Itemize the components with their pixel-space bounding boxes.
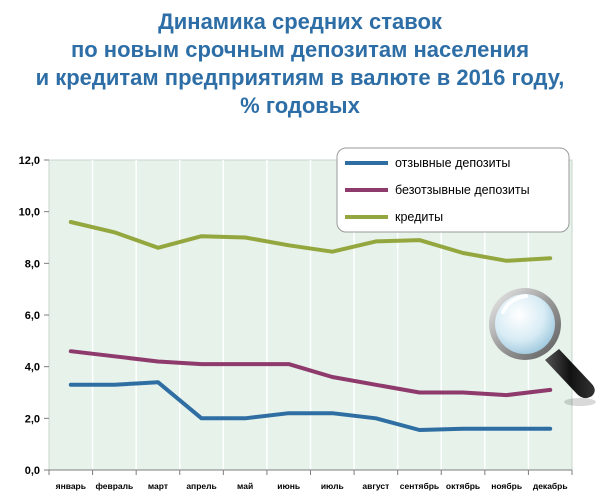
x-tick-label: май bbox=[237, 481, 253, 491]
x-tick-label: июнь bbox=[277, 481, 300, 491]
chart-title: Динамика средних ставок по новым срочным… bbox=[0, 8, 600, 120]
x-tick-label: сентябрь bbox=[400, 481, 439, 491]
y-tick-label: 0,0 bbox=[25, 465, 40, 477]
legend-label: безотзывные депозиты bbox=[395, 183, 530, 197]
y-tick-label: 12,0 bbox=[19, 155, 40, 167]
y-tick-label: 6,0 bbox=[25, 310, 40, 322]
series-line-3 bbox=[68, 220, 553, 263]
y-tick-label: 4,0 bbox=[25, 362, 40, 374]
x-tick-label: март bbox=[148, 481, 168, 491]
x-tick-label: февраль bbox=[95, 481, 133, 491]
x-tick-label: январь bbox=[56, 481, 86, 491]
legend-box bbox=[336, 147, 570, 233]
x-tick-label: октябрь bbox=[446, 481, 480, 491]
y-tick-label: 2,0 bbox=[25, 413, 40, 425]
legend-label: отзывные депозиты bbox=[395, 156, 510, 170]
x-tick-label: ноябрь bbox=[491, 481, 522, 491]
series-line-2 bbox=[68, 349, 553, 398]
title-line: % годовых bbox=[240, 93, 360, 118]
title-line: Динамика средних ставок bbox=[158, 9, 442, 34]
x-tick-label: август bbox=[362, 481, 389, 491]
legend-label: кредиты bbox=[395, 210, 443, 224]
x-tick-label: декабрь bbox=[533, 481, 568, 491]
y-tick-label: 8,0 bbox=[25, 258, 40, 270]
x-tick-label: апрель bbox=[186, 481, 216, 491]
series-line-1 bbox=[68, 380, 553, 432]
magnifier-icon bbox=[489, 288, 596, 406]
title-line: по новым срочным депозитам населения bbox=[70, 37, 530, 62]
x-tick-label: июль bbox=[321, 481, 344, 491]
y-tick-label: 10,0 bbox=[19, 207, 40, 219]
title-line: и кредитам предприятиям в валюте в 2016 … bbox=[35, 65, 565, 90]
